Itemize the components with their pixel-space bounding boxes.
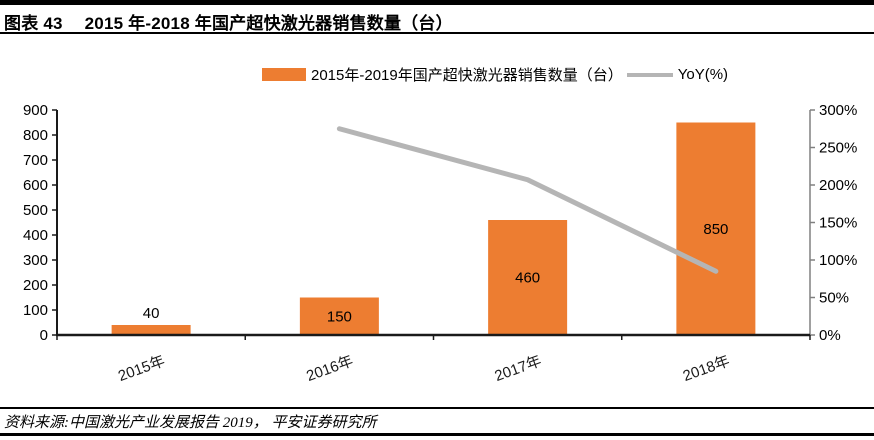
x-category-label: 2018年: [681, 353, 732, 386]
bar-2018年: [676, 122, 756, 335]
figure-title: 2015 年-2018 年国产超快激光器销售数量（台）: [84, 14, 453, 33]
bar-data-label: 150: [327, 308, 352, 325]
x-category-label: 2016年: [304, 353, 355, 386]
top-border-rule: [0, 0, 874, 5]
left-axis-tick-label: 100: [23, 302, 48, 319]
left-axis-tick-label: 700: [23, 152, 48, 169]
left-axis-tick-label: 600: [23, 177, 48, 194]
chart-legend: 2015年-2019年国产超快激光器销售数量（台） YoY(%): [262, 64, 728, 85]
bar-2016年: [299, 297, 379, 335]
bar-series-swatch: [262, 68, 306, 81]
bar-2017年: [488, 220, 568, 335]
figure-number-label: 图表 43: [4, 14, 63, 33]
x-category-label: 2017年: [492, 353, 543, 386]
bar-series-legend-label: 2015年-2019年国产超快激光器销售数量（台）: [311, 67, 623, 84]
line-series-swatch: [626, 72, 673, 77]
footer-divider-rule: [0, 407, 874, 409]
left-axis-tick-label: 0: [40, 327, 48, 344]
left-axis-tick-label: 900: [23, 102, 48, 119]
left-axis-tick-label: 800: [23, 127, 48, 144]
right-axis-tick-label: 150%: [819, 215, 857, 232]
right-axis-tick-label: 200%: [819, 177, 857, 194]
bar-data-label: 460: [515, 270, 540, 287]
bar-2015年: [111, 325, 191, 335]
left-axis-tick-label: 200: [23, 277, 48, 294]
right-axis-tick-label: 0%: [819, 327, 841, 344]
left-axis-tick-label: 300: [23, 252, 48, 269]
yoy-line: [336, 126, 719, 274]
right-axis-tick-label: 50%: [819, 290, 849, 307]
source-note: 资料来源:中国激光产业发展报告 2019， 平安证券研究所: [4, 415, 377, 431]
bar-data-label: 850: [703, 221, 728, 238]
right-axis-tick-label: 250%: [819, 140, 857, 157]
right-axis-tick-label: 300%: [819, 102, 857, 119]
figure-title-row: 图表 43 2015 年-2018 年国产超快激光器销售数量（台）: [4, 9, 453, 34]
x-category-label: 2015年: [116, 353, 167, 386]
right-axis-tick-label: 100%: [819, 252, 857, 269]
line-series-legend-label: YoY(%): [677, 66, 729, 83]
left-axis-tick-label: 400: [23, 227, 48, 244]
left-axis-tick-label: 500: [23, 202, 48, 219]
title-divider-rule: [0, 32, 874, 34]
bottom-border-rule: [0, 433, 874, 436]
bar-data-label: 40: [143, 305, 160, 322]
